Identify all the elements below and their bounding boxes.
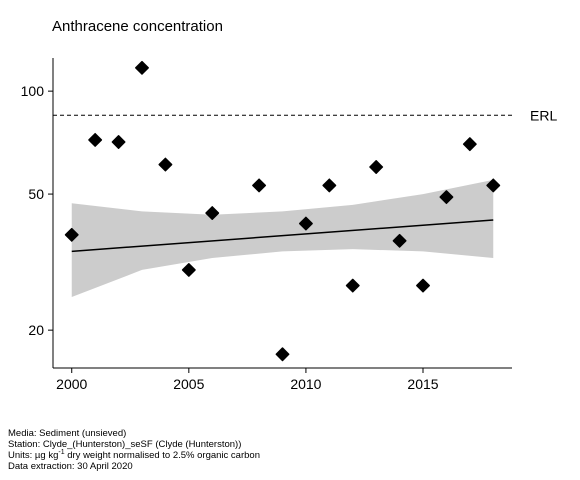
- trend-line: [71, 219, 494, 253]
- trend-layer: [71, 219, 494, 253]
- x-tick-label: 2000: [56, 376, 87, 392]
- data-point: [462, 137, 477, 152]
- chart-footer: Media: Sediment (unsieved) Station: Clyd…: [8, 428, 260, 472]
- x-tick-label: 2005: [173, 376, 204, 392]
- reference-line-layer: ERL: [53, 107, 557, 123]
- data-point: [345, 278, 360, 293]
- footer-units-suffix: dry weight normalised to 2.5% organic ca…: [64, 450, 260, 461]
- y-tick-label: 50: [28, 186, 44, 202]
- data-point: [322, 178, 337, 193]
- data-point: [88, 132, 103, 147]
- data-points-layer: [64, 60, 501, 362]
- data-point: [369, 160, 384, 174]
- footer-units-sup: -1: [58, 448, 65, 456]
- chart-title: Anthracene concentration: [52, 18, 223, 35]
- data-point: [439, 190, 454, 205]
- confidence-band: [71, 179, 494, 298]
- footer-extraction: Data extraction: 30 April 2020: [8, 461, 133, 472]
- x-tick-label: 2015: [407, 376, 438, 392]
- data-point: [298, 216, 313, 231]
- data-point: [181, 262, 196, 277]
- y-tick-label: 20: [28, 322, 44, 338]
- data-point: [486, 178, 501, 193]
- footer-station: Station: Clyde_(Hunterston)_seSF (Clyde …: [8, 439, 242, 450]
- y-tick-label: 100: [21, 83, 45, 99]
- x-tick-label: 2010: [290, 376, 321, 392]
- data-point: [111, 135, 126, 149]
- erl-label: ERL: [530, 107, 557, 123]
- footer-media: Media: Sediment (unsieved): [8, 428, 127, 439]
- data-point: [252, 178, 267, 193]
- axes-layer: 2000 2005 2010 2015 20 50 100: [21, 58, 512, 392]
- data-point: [64, 227, 79, 242]
- data-point: [205, 206, 220, 221]
- footer-units: Units: µg kg-1 dry weight normalised to …: [8, 448, 260, 461]
- confidence-band-layer: [71, 179, 494, 298]
- data-point: [416, 278, 430, 293]
- data-point: [392, 233, 407, 248]
- footer-units-prefix: Units: µg kg: [8, 450, 59, 461]
- data-point: [158, 157, 173, 172]
- data-point: [135, 60, 149, 75]
- data-point: [275, 347, 290, 362]
